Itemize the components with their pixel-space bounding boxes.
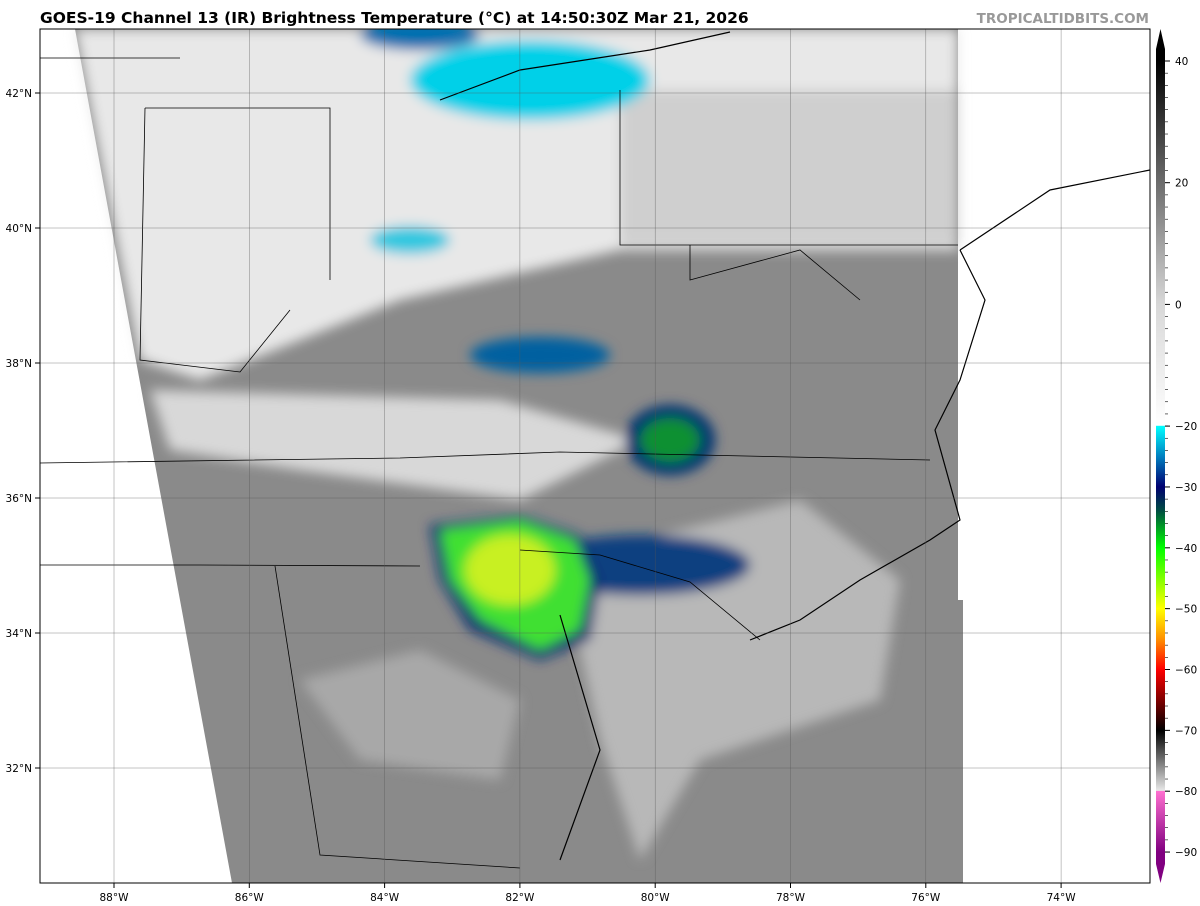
colorbar-tick-label: −40 bbox=[1175, 543, 1197, 555]
lon-tick-label: 80°W bbox=[641, 892, 671, 904]
colorbar-tick-label: −20 bbox=[1175, 421, 1197, 433]
map-frame bbox=[39, 28, 1151, 884]
map-title: GOES-19 Channel 13 (IR) Brightness Tempe… bbox=[40, 9, 749, 27]
lat-tick-label: 36°N bbox=[6, 493, 32, 505]
colorbar-top-arrow bbox=[1156, 29, 1165, 49]
lat-tick-label: 40°N bbox=[6, 223, 32, 235]
colorbar-tick-label: 20 bbox=[1175, 178, 1188, 190]
colorbar-tick-label: 0 bbox=[1175, 299, 1182, 311]
borders bbox=[40, 31, 1150, 869]
lon-tick-label: 86°W bbox=[235, 892, 265, 904]
colorbar-bottom-arrow bbox=[1156, 864, 1165, 883]
lon-tick-label: 74°W bbox=[1047, 892, 1077, 904]
colorbar-tick-label: −50 bbox=[1175, 604, 1197, 616]
lat-tick-label: 42°N bbox=[6, 88, 32, 100]
lon-tick-label: 76°W bbox=[911, 892, 941, 904]
colorbar-tick-label: −70 bbox=[1175, 725, 1197, 737]
colorbar-tick-label: −90 bbox=[1175, 847, 1197, 859]
colorbar-tick-label: −60 bbox=[1175, 665, 1197, 677]
lat-tick-label: 38°N bbox=[6, 358, 32, 370]
gridlines bbox=[40, 29, 1150, 883]
cloud-field bbox=[75, 29, 958, 860]
axis-ticks: 88°W 86°W 84°W 82°W 80°W 78°W 76°W 74°W 42°N 40°N… bbox=[6, 88, 1077, 904]
map-area[interactable] bbox=[40, 20, 1150, 883]
watermark: TROPICALTIDBITS.COM bbox=[976, 11, 1149, 27]
lat-tick-label: 34°N bbox=[6, 628, 32, 640]
colorbar-tick-label: −80 bbox=[1175, 786, 1197, 798]
colorbar-scale bbox=[1156, 49, 1165, 865]
lat-tick-label: 32°N bbox=[6, 763, 32, 775]
lon-tick-label: 88°W bbox=[100, 892, 130, 904]
lon-tick-label: 82°W bbox=[505, 892, 535, 904]
lon-tick-label: 78°W bbox=[776, 892, 806, 904]
colorbar-tick-label: −30 bbox=[1175, 482, 1197, 494]
lon-tick-label: 84°W bbox=[370, 892, 400, 904]
colorbar-tick-label: 40 bbox=[1175, 56, 1188, 68]
colorbar: 40 20 0 −20 −30 −40 −50 −60 −70 −80 −90 bbox=[1156, 29, 1197, 883]
